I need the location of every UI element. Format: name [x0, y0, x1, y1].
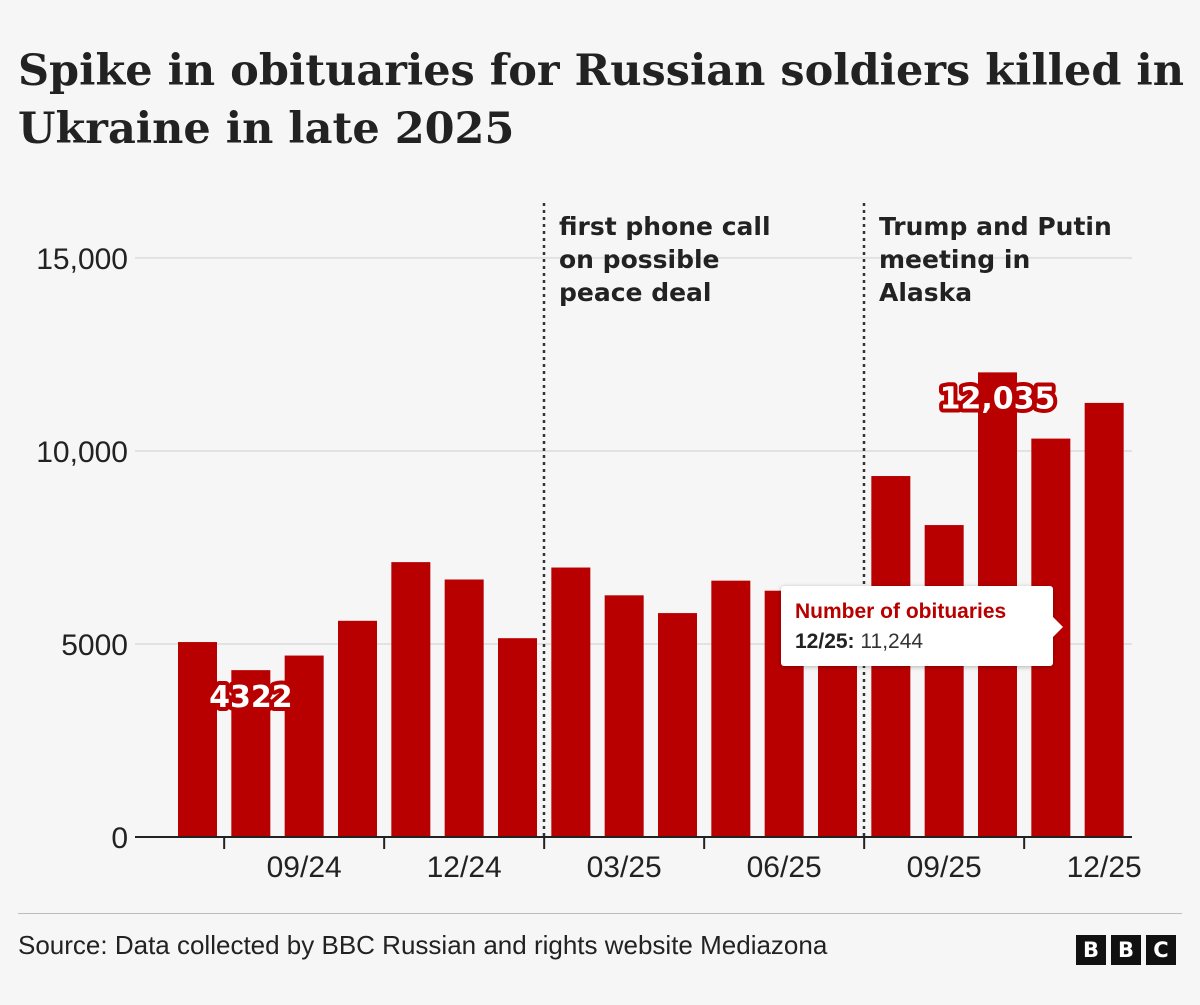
bar-04-25 [658, 613, 697, 837]
bbc-logo-letter-2: B [1111, 935, 1141, 965]
bar-03-25 [604, 595, 644, 837]
bar-09-25 [924, 525, 964, 837]
tooltip-value: 11,244 [860, 630, 924, 653]
x-tick-label: 03/25 [587, 851, 662, 884]
bar-12-25 [1084, 402, 1124, 837]
y-tick-label: 5000 [61, 629, 128, 662]
bar-12-24 [444, 579, 484, 837]
footer-divider [18, 913, 1182, 914]
bar-08-24 [231, 670, 271, 837]
tooltip: Number of obituaries 12/25: 11,244 [781, 586, 1063, 666]
x-axis: 09/24 12/24 03/25 06/25 09/25 12/25 [135, 836, 1142, 884]
bar-02-25 [551, 567, 591, 837]
y-tick-label: 10,000 [36, 436, 128, 469]
bbc-logo-letter-3: C [1146, 935, 1176, 965]
annotation-text-1: on possible [559, 245, 720, 274]
x-tick-label: 12/25 [1067, 851, 1142, 884]
y-tick-label: 15,000 [36, 243, 128, 276]
tooltip-series-name: Number of obituaries [795, 600, 1007, 623]
y-axis-labels: 0 5000 10,000 15,000 [36, 243, 128, 855]
annotation-text-2: Trump and Putin [879, 212, 1112, 241]
x-tick-label: 09/25 [907, 851, 982, 884]
annotation-text-1: first phone call [559, 212, 771, 241]
bar-09-24 [284, 655, 324, 837]
annotation-text-2: meeting in [879, 245, 1030, 274]
tooltip-value-row: 12/25: 11,244 [795, 630, 923, 654]
bar-10-24 [338, 620, 377, 837]
x-tick-label: 06/25 [747, 851, 822, 884]
data-labels: 4322 12,035 [205, 377, 1059, 719]
x-tick-label: 12/24 [427, 851, 502, 884]
tooltip-category: 12/25: [795, 630, 855, 653]
bar-07-24 [178, 642, 217, 837]
data-label: 4322 [209, 680, 293, 715]
data-label: 12,035 [940, 381, 1056, 416]
annotations: first phone call on possible peace deal Tru… [542, 203, 1112, 837]
annotation-text-1: peace deal [559, 278, 712, 307]
bar-01-25 [498, 638, 537, 837]
bbc-logo-letter-1: B [1076, 935, 1106, 965]
y-tick-label: 0 [111, 822, 128, 855]
bar-11-24 [391, 562, 431, 837]
bar-05-25 [711, 580, 751, 837]
annotation-text-2: Alaska [879, 278, 972, 307]
source-note: Source: Data collected by BBC Russian an… [18, 930, 828, 960]
bbc-logo: B B C [1076, 935, 1176, 965]
chart-title: Spike in obituaries for Russian soldiers… [18, 46, 1184, 154]
x-tick-label: 09/24 [267, 851, 342, 884]
